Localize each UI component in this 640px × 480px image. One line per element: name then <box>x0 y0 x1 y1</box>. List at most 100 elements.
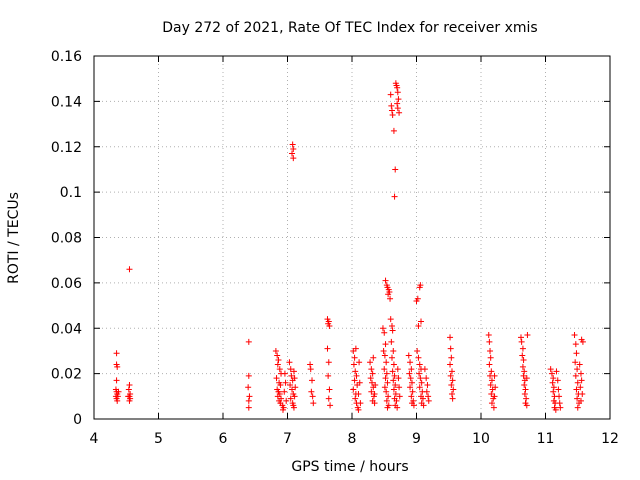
data-point <box>518 338 525 345</box>
data-point <box>382 277 389 284</box>
data-point <box>488 368 495 375</box>
data-point <box>383 370 390 377</box>
data-point <box>523 402 530 409</box>
data-point <box>290 368 297 375</box>
data-point <box>309 393 316 400</box>
data-point <box>245 338 252 345</box>
data-point <box>521 391 528 398</box>
data-point <box>288 372 295 379</box>
data-point <box>550 375 557 382</box>
axis-ticks <box>93 55 611 420</box>
data-point <box>385 393 392 400</box>
data-point <box>520 357 527 364</box>
data-point <box>245 372 252 379</box>
data-point <box>488 400 495 407</box>
data-point <box>574 395 581 402</box>
data-point <box>576 361 583 368</box>
data-point <box>396 393 403 400</box>
data-point <box>574 379 581 386</box>
data-point <box>353 372 360 379</box>
data-point <box>368 379 375 386</box>
data-point <box>491 393 498 400</box>
data-point <box>572 341 579 348</box>
data-point <box>309 377 316 384</box>
data-point <box>449 395 456 402</box>
data-point <box>291 393 298 400</box>
data-point <box>351 377 358 384</box>
data-point <box>383 359 390 366</box>
data-point <box>291 375 298 382</box>
data-point <box>416 361 423 368</box>
data-point <box>356 359 363 366</box>
data-point <box>448 354 455 361</box>
data-point <box>125 386 132 393</box>
data-point <box>290 146 297 153</box>
data-point <box>406 370 413 377</box>
data-point <box>416 370 423 377</box>
data-point <box>310 400 317 407</box>
data-point <box>394 100 401 107</box>
data-point <box>126 266 133 273</box>
x-axis-tick-labels: 4 5 6 7 8 9 10 11 12 <box>90 431 619 447</box>
data-point <box>283 397 290 404</box>
data-point <box>579 338 586 345</box>
data-point <box>523 375 530 382</box>
y-axis-tick-labels: 0 0.02 0.04 0.06 0.08 0.1 0.12 0.14 0.16 <box>51 49 82 428</box>
data-point <box>352 368 359 375</box>
y-tick-label: 0.12 <box>51 140 82 156</box>
data-point <box>392 381 399 388</box>
data-point <box>325 395 332 402</box>
y-axis-label: ROTI / TECUs <box>6 192 22 284</box>
data-point <box>379 325 386 332</box>
data-point <box>392 166 399 173</box>
data-point <box>394 84 401 91</box>
data-point <box>383 397 390 404</box>
data-point <box>292 384 299 391</box>
data-point <box>572 372 579 379</box>
data-point <box>419 395 426 402</box>
data-point <box>390 361 397 368</box>
data-point <box>388 102 395 109</box>
data-point <box>447 361 454 368</box>
data-point <box>417 375 424 382</box>
data-point <box>415 354 422 361</box>
data-point <box>548 370 555 377</box>
data-point <box>396 109 403 116</box>
data-point <box>574 366 581 373</box>
data-point <box>114 393 121 400</box>
data-point <box>519 345 526 352</box>
data-point <box>308 388 315 395</box>
x-tick-label: 4 <box>90 431 99 447</box>
data-point <box>388 338 395 345</box>
data-point <box>368 366 375 373</box>
data-point <box>370 354 377 361</box>
data-point <box>274 361 281 368</box>
data-point <box>425 393 432 400</box>
data-point <box>524 332 531 339</box>
data-point <box>114 363 121 370</box>
data-point <box>273 375 280 382</box>
data-point <box>290 402 297 409</box>
data-point <box>355 406 362 413</box>
data-point <box>395 375 402 382</box>
data-point <box>447 334 454 341</box>
data-point <box>382 375 389 382</box>
data-point <box>556 400 563 407</box>
x-tick-label: 12 <box>601 431 619 447</box>
data-point <box>389 368 396 375</box>
data-point <box>287 395 294 402</box>
data-point <box>368 388 375 395</box>
data-point <box>324 345 331 352</box>
data-point <box>491 372 498 379</box>
data-point <box>394 366 401 373</box>
data-point <box>488 391 495 398</box>
data-point <box>245 384 252 391</box>
data-point <box>246 393 253 400</box>
data-point <box>448 381 455 388</box>
data-point <box>356 379 363 386</box>
data-point <box>418 318 425 325</box>
data-point <box>408 366 415 373</box>
data-point <box>423 388 430 395</box>
data-point <box>409 388 416 395</box>
data-point <box>274 352 281 359</box>
